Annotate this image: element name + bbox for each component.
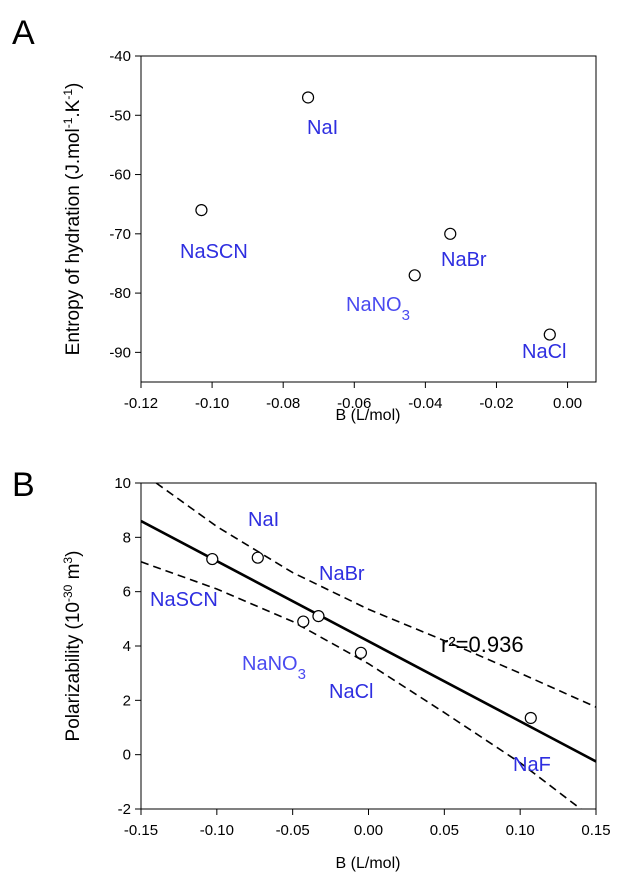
y-tick-label: 6 [123,584,131,601]
y-ticks-b: -2 0 2 4 6 8 10 [114,475,141,818]
data-points-a [195,91,556,341]
point-naf [524,711,537,725]
x-tick-label: -0.02 [479,395,513,412]
confidence-band-upper [155,483,596,708]
label-nascn-b: NaSCN [150,589,218,611]
x-ticks-b: -0.15 -0.10 -0.05 0.00 0.05 0.10 0.15 [124,809,611,839]
x-tick-label: -0.05 [276,822,310,839]
label-nacl-b: NaCl [329,681,373,703]
panel-a: A -0.12 -0.10 -0.08 -0.06 -0.04 -0.02 0.00 -90… [12,14,597,424]
y-tick-label: -40 [109,48,131,65]
y-tick-label: -60 [109,167,131,184]
plot-area-a [140,55,597,383]
y-tick-label: -2 [118,801,131,818]
data-points-b [206,551,537,725]
point-nano3 [408,269,421,282]
point-nano3 [297,615,310,628]
confidence-band-lower [141,561,582,809]
x-tick-label: -0.08 [266,395,300,412]
point-nabr [444,227,457,240]
x-tick-label: -0.04 [408,395,442,412]
x-tick-label: -0.10 [195,395,229,412]
x-ticks-a: -0.12 -0.10 -0.08 -0.06 -0.04 -0.02 0.00 [124,382,582,412]
y-tick-label: -80 [109,285,131,302]
y-axis-title-b: Polarizability (10-30 m3) [61,551,84,742]
x-tick-label: 0.00 [553,395,582,412]
y-tick-label: -70 [109,226,131,243]
label-nascn-a: NaSCN [180,241,248,263]
label-nai-b: NaI [248,509,279,531]
x-tick-label: -0.15 [124,822,158,839]
x-axis-title-a: B (L/mol) [336,407,401,424]
y-tick-label: 2 [123,692,131,709]
x-tick-label: -0.06 [337,395,371,412]
point-nacl [354,646,368,659]
y-tick-label: -50 [109,107,131,124]
panel-letter-a: A [12,14,35,52]
point-nai [301,91,315,104]
y-tick-label: 8 [123,529,131,546]
panel-b: B -0.15 -0.10 -0.05 0.00 0.05 0.10 0.15 -2 0 2 4 6… [12,466,611,872]
y-axis-title-a: Entropy of hydration (J.mol-1.K-1) [61,83,84,356]
label-naf-b: NaF [513,754,551,776]
panel-letter-b: B [12,466,35,504]
x-tick-label: -0.12 [124,395,158,412]
point-nacl [543,328,556,341]
y-tick-label: 10 [114,475,131,492]
y-ticks-a: -90 -80 -70 -60 -50 -40 [109,48,141,361]
x-tick-label: 0.05 [430,822,459,839]
x-tick-label: 0.10 [506,822,535,839]
x-tick-label: 0.15 [581,822,610,839]
y-tick-label: -90 [109,344,131,361]
x-tick-label: -0.10 [200,822,234,839]
point-nabr [312,610,325,623]
label-nano3-b: NaNO3 [242,653,306,683]
x-tick-label: 0.00 [354,822,383,839]
label-nano3-a: NaNO3 [346,294,410,324]
label-nai-a: NaI [307,117,338,139]
point-nascn [195,204,208,217]
label-nabr-a: NaBr [441,249,487,271]
y-tick-label: 0 [123,747,131,764]
x-axis-title-b: B (L/mol) [336,855,401,872]
point-nascn [206,552,219,566]
label-nabr-b: NaBr [319,563,365,585]
r-squared-annotation: r²=0.936 [441,632,524,657]
point-nai [251,551,264,564]
y-tick-label: 4 [123,638,131,655]
label-nacl-a: NaCl [522,341,566,363]
